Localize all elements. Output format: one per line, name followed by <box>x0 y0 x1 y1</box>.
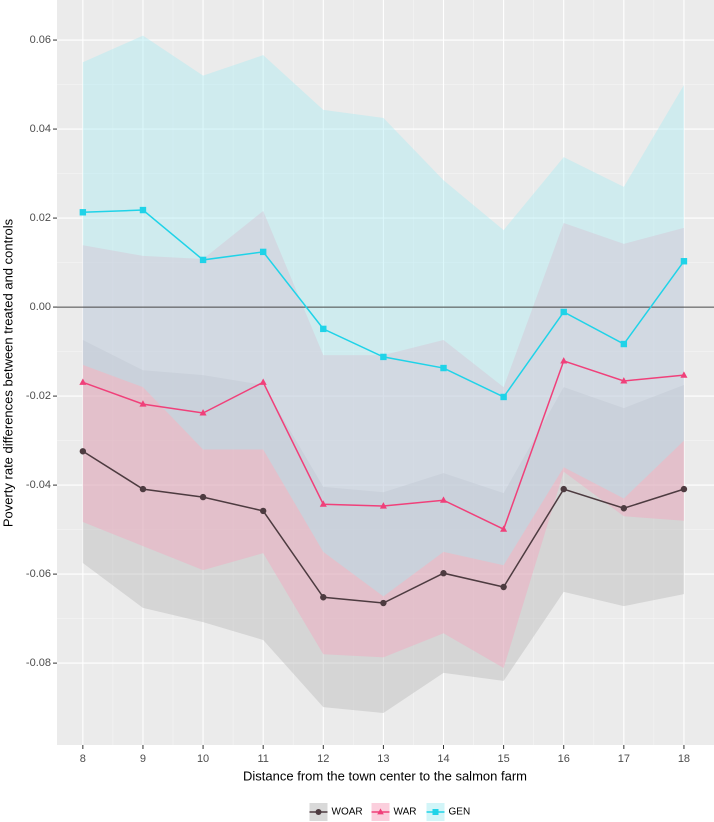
point <box>259 507 267 515</box>
y-tick-label: -0.06 <box>26 568 51 580</box>
legend-label: WOAR <box>332 807 363 818</box>
confidence-band <box>82 35 684 597</box>
point <box>319 500 327 507</box>
point <box>377 808 384 815</box>
point <box>320 594 327 601</box>
point <box>79 378 87 385</box>
y-tick-label: 0.04 <box>30 123 51 135</box>
x-tick-label: 11 <box>257 753 268 765</box>
legend-label: GEN <box>449 807 471 818</box>
x-tick-label: 14 <box>437 753 449 765</box>
panel-background <box>57 0 714 745</box>
point <box>500 583 507 591</box>
point <box>432 809 439 815</box>
point <box>680 371 688 378</box>
legend: WOAR WAR GEN <box>309 803 471 821</box>
confidence-band <box>82 210 684 669</box>
point <box>500 525 508 532</box>
confidence-band <box>82 340 684 713</box>
point <box>680 258 688 265</box>
point <box>139 206 147 214</box>
point <box>380 599 387 607</box>
point <box>139 485 147 493</box>
point <box>315 809 322 815</box>
y-tick-label: -0.04 <box>26 479 51 491</box>
x-tick-label: 17 <box>618 753 630 765</box>
y-tick-label: -0.08 <box>26 657 51 669</box>
point <box>440 570 447 577</box>
point <box>79 448 87 455</box>
point <box>620 377 628 384</box>
point <box>620 505 628 512</box>
point <box>680 485 688 493</box>
x-tick-label: 10 <box>197 753 209 765</box>
point <box>620 340 628 348</box>
point <box>259 378 267 385</box>
y-tick-label: -0.02 <box>26 390 51 402</box>
point <box>199 256 207 264</box>
y-tick-label: 0.00 <box>30 301 51 313</box>
y-axis-title: Poverty rate differences between treated… <box>0 218 15 527</box>
x-tick-label: 18 <box>678 753 690 765</box>
y-tick-label: 0.06 <box>30 34 51 46</box>
y-tick-label: 0.02 <box>30 212 51 224</box>
x-axis-title: Distance from the town center to the sal… <box>243 768 527 783</box>
point <box>560 308 567 316</box>
point <box>560 485 567 493</box>
point <box>199 493 207 501</box>
point <box>500 393 507 401</box>
x-tick-label: 8 <box>80 753 86 765</box>
x-tick-label: 16 <box>558 753 570 765</box>
point <box>440 364 447 372</box>
point <box>379 502 387 509</box>
x-tick-label: 12 <box>317 753 329 765</box>
point <box>439 496 448 503</box>
point <box>79 209 87 216</box>
x-tick-label: 15 <box>497 753 509 765</box>
point <box>560 357 568 364</box>
plot-layer <box>57 0 714 745</box>
point <box>380 353 387 361</box>
x-tick-label: 13 <box>377 753 389 765</box>
x-tick-label: 9 <box>140 753 146 765</box>
point <box>320 325 327 333</box>
point <box>199 409 207 416</box>
legend-label: WAR <box>394 807 417 818</box>
point <box>139 400 147 407</box>
point <box>259 248 267 256</box>
